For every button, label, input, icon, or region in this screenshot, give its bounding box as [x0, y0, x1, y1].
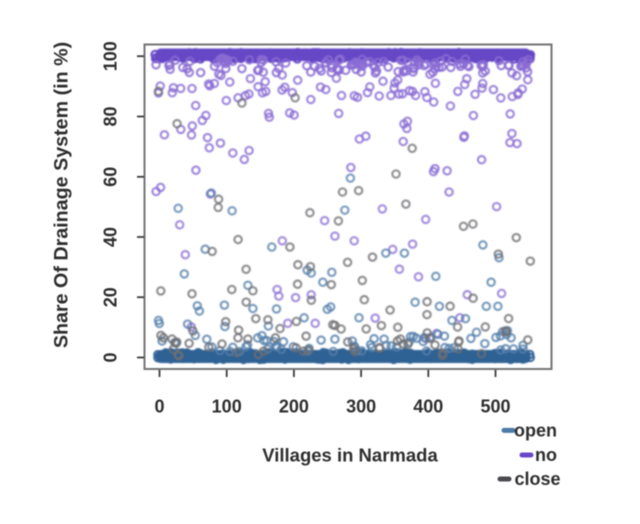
svg-text:20: 20 — [101, 287, 121, 307]
svg-text:80: 80 — [101, 106, 121, 126]
svg-text:100: 100 — [101, 41, 121, 71]
svg-text:open: open — [514, 421, 557, 441]
svg-text:300: 300 — [346, 397, 376, 417]
svg-text:Villages in Narmada: Villages in Narmada — [262, 445, 438, 466]
svg-text:close: close — [514, 469, 560, 489]
svg-text:500: 500 — [480, 397, 510, 417]
svg-text:200: 200 — [279, 397, 309, 417]
svg-text:0: 0 — [154, 397, 164, 417]
svg-text:0: 0 — [101, 352, 121, 362]
svg-text:no: no — [535, 445, 557, 465]
svg-text:100: 100 — [212, 397, 242, 417]
svg-text:400: 400 — [413, 397, 443, 417]
svg-text:40: 40 — [101, 227, 121, 247]
svg-text:Share Of Drainage System (in %: Share Of Drainage System (in %) — [51, 42, 73, 348]
svg-text:60: 60 — [101, 167, 121, 187]
